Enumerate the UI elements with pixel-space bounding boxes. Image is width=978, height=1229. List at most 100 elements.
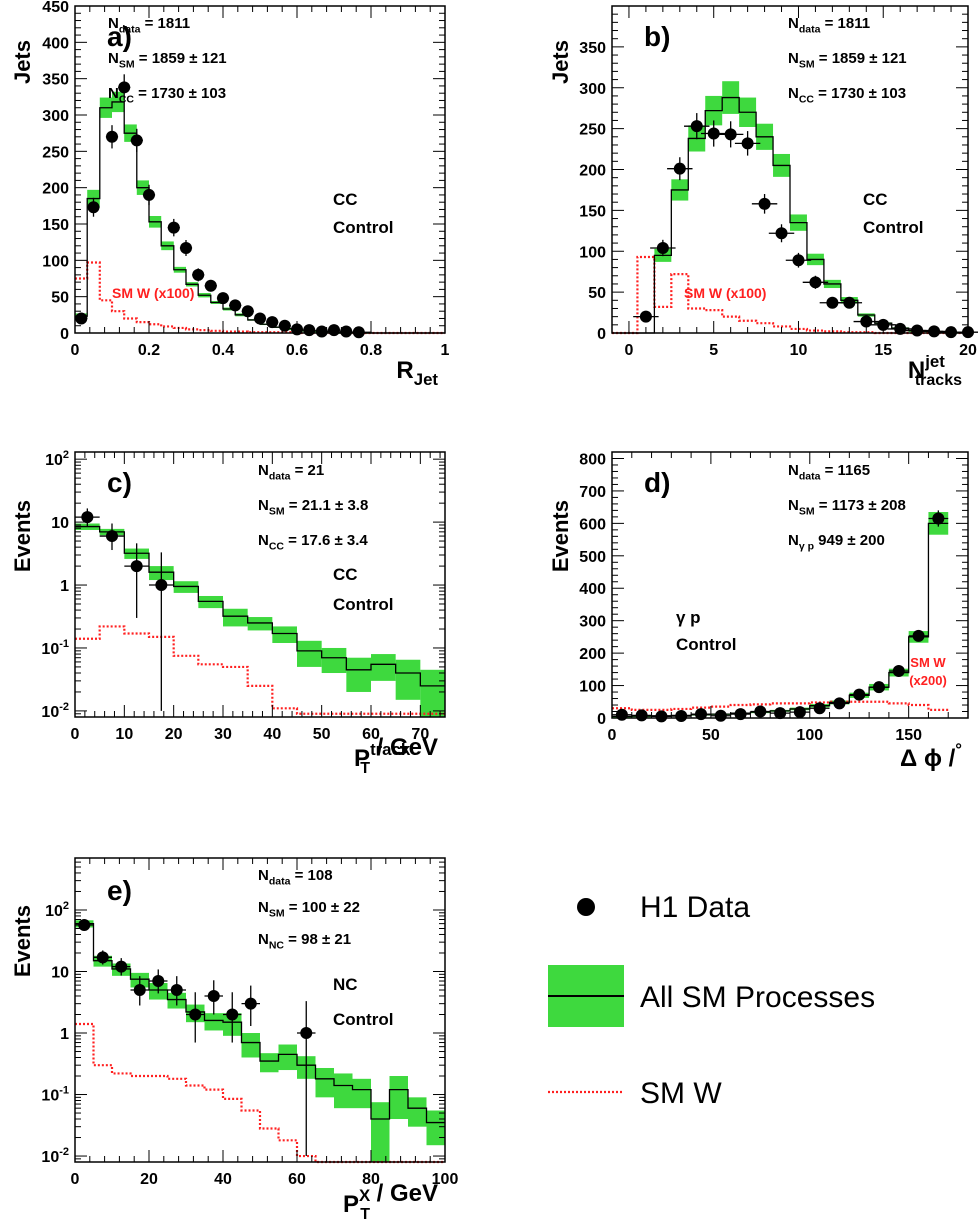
x-tick-label: 0 — [71, 342, 80, 359]
count-label-2-part: SM — [799, 506, 815, 518]
y-tick-label: 0 — [597, 711, 606, 728]
count-label-2-part: SM — [269, 908, 285, 920]
count-label-1-part: N — [788, 462, 799, 479]
x-axis-label-part: Jet — [414, 370, 439, 389]
data-point — [695, 708, 707, 721]
y-tick-label: 800 — [579, 451, 606, 468]
data-point — [81, 511, 94, 524]
y-tick-label: 350 — [42, 72, 69, 89]
count-label-3-part: γ p — [799, 541, 814, 553]
y-axis-label: Jets — [548, 40, 573, 84]
y-axis-label: Events — [548, 500, 573, 572]
y-tick-label: 50 — [588, 285, 606, 302]
data-point — [192, 268, 205, 281]
data-point — [204, 279, 217, 292]
count-label-2-part: = 100 ± 22 — [285, 899, 360, 916]
smw-annotation-scale: (x200) — [909, 673, 947, 688]
count-label-1: Ndata = 108 — [258, 867, 333, 888]
smw-annotation: SM W — [910, 655, 946, 670]
x-axis-label: RJet — [396, 357, 438, 389]
x-tick-label: 0 — [608, 727, 617, 744]
y-tick-label: 10 — [51, 515, 69, 532]
count-label-1-part: data — [269, 471, 291, 483]
sm-w-histogram — [75, 625, 445, 715]
plot-frame — [74, 857, 446, 1163]
control-label: Control — [863, 218, 923, 237]
x-tick-label: 0.8 — [360, 342, 382, 359]
count-label-1: Ndata = 1811 — [788, 15, 870, 36]
data-point — [266, 316, 279, 329]
y-tick-label: 100 — [579, 244, 606, 261]
count-label-1-part: = 21 — [290, 462, 324, 479]
control-label: Control — [333, 595, 393, 614]
count-label-2: NSM = 100 ± 22 — [258, 899, 360, 920]
control-region-label: CC — [333, 190, 358, 209]
sm-band-bin — [278, 1044, 297, 1071]
control-label: Control — [333, 1010, 393, 1029]
sm-band-bin — [389, 1076, 408, 1120]
data-point — [892, 664, 905, 677]
data-point — [75, 312, 88, 325]
x-tick-label: 30 — [214, 726, 232, 743]
x-tick-label: 80 — [362, 1171, 380, 1188]
legend-sm-label: All SM Processes — [640, 981, 875, 1014]
x-axis-label: PX T / GeV — [343, 1180, 438, 1223]
y-tick-label: 50 — [51, 290, 69, 307]
sm-band-bin — [198, 595, 223, 609]
sm-histogram — [75, 525, 445, 687]
sm-w-histogram — [75, 261, 445, 335]
y-tick-label-base: 10 — [41, 1149, 59, 1166]
data-point — [615, 708, 628, 721]
data-point — [133, 984, 146, 997]
count-label-2-part: N — [108, 50, 119, 67]
y-tick-label: 300 — [579, 81, 606, 98]
control-label: Control — [676, 635, 736, 654]
x-tick-label: 5 — [709, 342, 718, 359]
data-point — [656, 241, 669, 254]
control-region-label: NC — [333, 975, 358, 994]
sm-w-histogram — [612, 255, 968, 335]
data-point — [254, 312, 266, 325]
x-tick-label: 50 — [702, 727, 720, 744]
panel-letter: e) — [107, 875, 132, 906]
data-point — [143, 188, 155, 201]
data-point — [673, 162, 686, 175]
data-point — [106, 530, 118, 543]
sm-band-bin — [321, 647, 347, 674]
count-label-3-part: N — [108, 85, 119, 102]
panel-letter: b) — [644, 21, 670, 52]
x-axis-label-part: track — [370, 740, 411, 759]
data-point — [170, 984, 183, 997]
y-tick-label: 300 — [42, 108, 69, 125]
count-label-1-part: data — [119, 24, 141, 36]
sm-band-bin — [241, 1033, 260, 1058]
y-axis-label: Events — [10, 500, 35, 572]
x-axis-label-sub: tracks — [915, 372, 962, 389]
x-axis-label: Ptrack T / GeV — [354, 734, 438, 777]
control-label: Control — [333, 218, 393, 237]
x-axis-label-part: P — [343, 1191, 359, 1218]
data-point — [714, 709, 727, 722]
data-point — [189, 1008, 202, 1021]
count-label-3-part: NC — [269, 940, 285, 952]
x-tick-label: 15 — [874, 342, 892, 359]
sm-band-bin — [408, 1097, 427, 1127]
data-point — [734, 708, 747, 721]
y-tick-label-exponent: 2 — [63, 900, 69, 912]
data-point — [774, 707, 787, 720]
count-label-2-part: SM — [269, 506, 285, 518]
y-tick-label: 1 — [60, 578, 69, 595]
y-tick-label-base: 10 — [41, 641, 59, 658]
y-tick-label: 500 — [579, 549, 606, 566]
legend-smw-label: SM W — [640, 1077, 722, 1110]
data-point — [106, 130, 118, 143]
x-tick-label: 1 — [441, 342, 450, 359]
data-point — [130, 134, 143, 147]
sm-band-bin — [420, 669, 445, 717]
y-tick-label: 350 — [579, 40, 606, 57]
count-label-2: NSM = 21.1 ± 3.8 — [258, 497, 368, 518]
x-axis-label-part: X — [359, 1186, 371, 1205]
x-tick-label: 50 — [313, 726, 331, 743]
count-label-3-part: N — [788, 85, 799, 102]
y-tick-label-base: 10 — [41, 1088, 59, 1105]
